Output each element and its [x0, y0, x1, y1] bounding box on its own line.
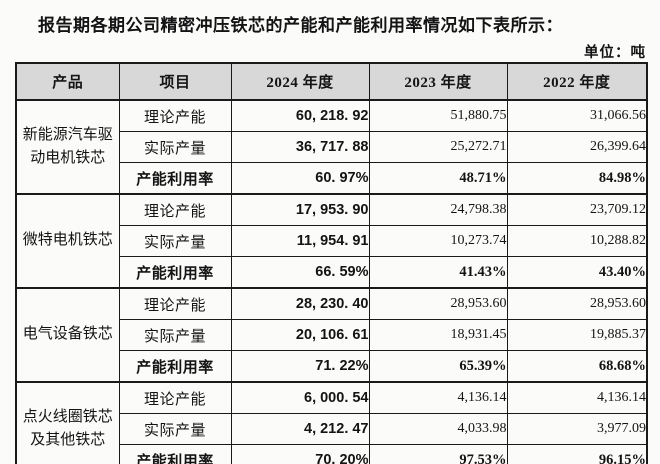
- product-name: 微特电机铁芯: [15, 193, 120, 289]
- value-2022: 31,066.56: [506, 99, 648, 132]
- value-2023: 97.53%: [368, 444, 508, 464]
- item-label: 理论产能: [118, 99, 232, 132]
- value-2023: 25,272.71: [368, 131, 508, 163]
- value-2023: 28,953.60: [368, 287, 508, 320]
- value-2024: 4, 212. 47: [230, 413, 370, 445]
- item-label: 产能利用率: [118, 350, 232, 383]
- capacity-utilization-table: 产品 项目 2024 年度 2023 年度 2022 年度 新能源汽车驱动电机铁…: [15, 62, 648, 464]
- item-label: 产能利用率: [118, 256, 232, 289]
- col-header-2023: 2023 年度: [368, 62, 508, 101]
- value-2024: 70. 20%: [230, 444, 370, 464]
- value-2022: 3,977.09: [506, 413, 648, 445]
- value-2023: 18,931.45: [368, 319, 508, 351]
- col-header-item: 项目: [118, 62, 232, 101]
- value-2022: 4,136.14: [506, 381, 648, 414]
- value-2024: 17, 953. 90: [230, 193, 370, 226]
- value-2023: 65.39%: [368, 350, 508, 383]
- value-2023: 4,136.14: [368, 381, 508, 414]
- table-row: 产能利用率 70. 20% 97.53% 96.15%: [16, 444, 648, 464]
- item-label: 理论产能: [118, 193, 232, 226]
- item-label: 产能利用率: [118, 444, 232, 464]
- value-2024: 11, 954. 91: [230, 225, 370, 257]
- clipped-text-fragment: [17, 459, 33, 464]
- value-2024: 60. 97%: [230, 162, 370, 195]
- item-label: 实际产量: [118, 413, 232, 445]
- table-row: 实际产量 36, 717. 88 25,272.71 26,399.64: [16, 131, 648, 163]
- value-2024: 28, 230. 40: [230, 287, 370, 320]
- product-name: 新能源汽车驱动电机铁芯: [15, 99, 120, 195]
- value-2023: 4,033.98: [368, 413, 508, 445]
- table-row: 产能利用率 66. 59% 41.43% 43.40%: [16, 256, 648, 289]
- value-2023: 51,880.75: [368, 99, 508, 132]
- value-2022: 28,953.60: [506, 287, 648, 320]
- value-2022: 43.40%: [506, 256, 648, 289]
- table-row: 新能源汽车驱动电机铁芯 理论产能 60, 218. 92 51,880.75 31,06…: [15, 99, 648, 195]
- value-2022: 26,399.64: [506, 131, 648, 163]
- value-2023: 48.71%: [368, 162, 508, 195]
- item-label: 实际产量: [118, 131, 232, 163]
- product-name: 电气设备铁芯: [15, 287, 120, 383]
- value-2022: 68.68%: [506, 350, 648, 383]
- item-label: 实际产量: [118, 225, 232, 257]
- value-2022: 10,288.82: [506, 225, 648, 257]
- table-row: 电气设备铁芯 理论产能 28, 230. 40 28,953.60 28,953.60: [15, 287, 648, 383]
- item-label: 理论产能: [118, 287, 232, 320]
- item-label: 理论产能: [118, 381, 232, 414]
- value-2023: 10,273.74: [368, 225, 508, 257]
- value-2023: 24,798.38: [368, 193, 508, 226]
- header-row: 产品 项目 2024 年度 2023 年度 2022 年度: [15, 62, 648, 101]
- value-2024: 71. 22%: [230, 350, 370, 383]
- table-row: 实际产量 4, 212. 47 4,033.98 3,977.09: [16, 413, 648, 445]
- value-2023: 41.43%: [368, 256, 508, 289]
- unit-label: 单位：吨: [584, 45, 646, 61]
- col-header-2022: 2022 年度: [506, 62, 648, 101]
- value-2024: 36, 717. 88: [230, 131, 370, 163]
- value-2022: 96.15%: [506, 444, 648, 464]
- table-row: 产能利用率 60. 97% 48.71% 84.98%: [16, 162, 648, 195]
- item-label: 产能利用率: [118, 162, 232, 195]
- value-2022: 84.98%: [506, 162, 648, 195]
- table-row: 产能利用率 71. 22% 65.39% 68.68%: [16, 350, 648, 383]
- col-header-2024: 2024 年度: [230, 62, 370, 101]
- table-row: 微特电机铁芯 理论产能 17, 953. 90 24,798.38 23,709.12: [15, 193, 648, 289]
- item-label: 实际产量: [118, 319, 232, 351]
- value-2024: 6, 000. 54: [230, 381, 370, 414]
- value-2024: 66. 59%: [230, 256, 370, 289]
- value-2022: 23,709.12: [506, 193, 648, 226]
- table-row: 实际产量 11, 954. 91 10,273.74 10,288.82: [16, 225, 648, 257]
- product-name: 点火线圈铁芯及其他铁芯: [15, 381, 120, 464]
- page-title: 报告期各期公司精密冲压铁芯的产能和产能利用率情况如下表所示：: [38, 16, 563, 35]
- table-row: 点火线圈铁芯及其他铁芯 理论产能 6, 000. 54 4,136.14 4,136.1…: [15, 381, 648, 464]
- table-row: 实际产量 20, 106. 61 18,931.45 19,885.37: [16, 319, 648, 351]
- value-2024: 60, 218. 92: [230, 99, 370, 132]
- value-2022: 19,885.37: [506, 319, 648, 351]
- col-header-product: 产品: [15, 62, 120, 101]
- value-2024: 20, 106. 61: [230, 319, 370, 351]
